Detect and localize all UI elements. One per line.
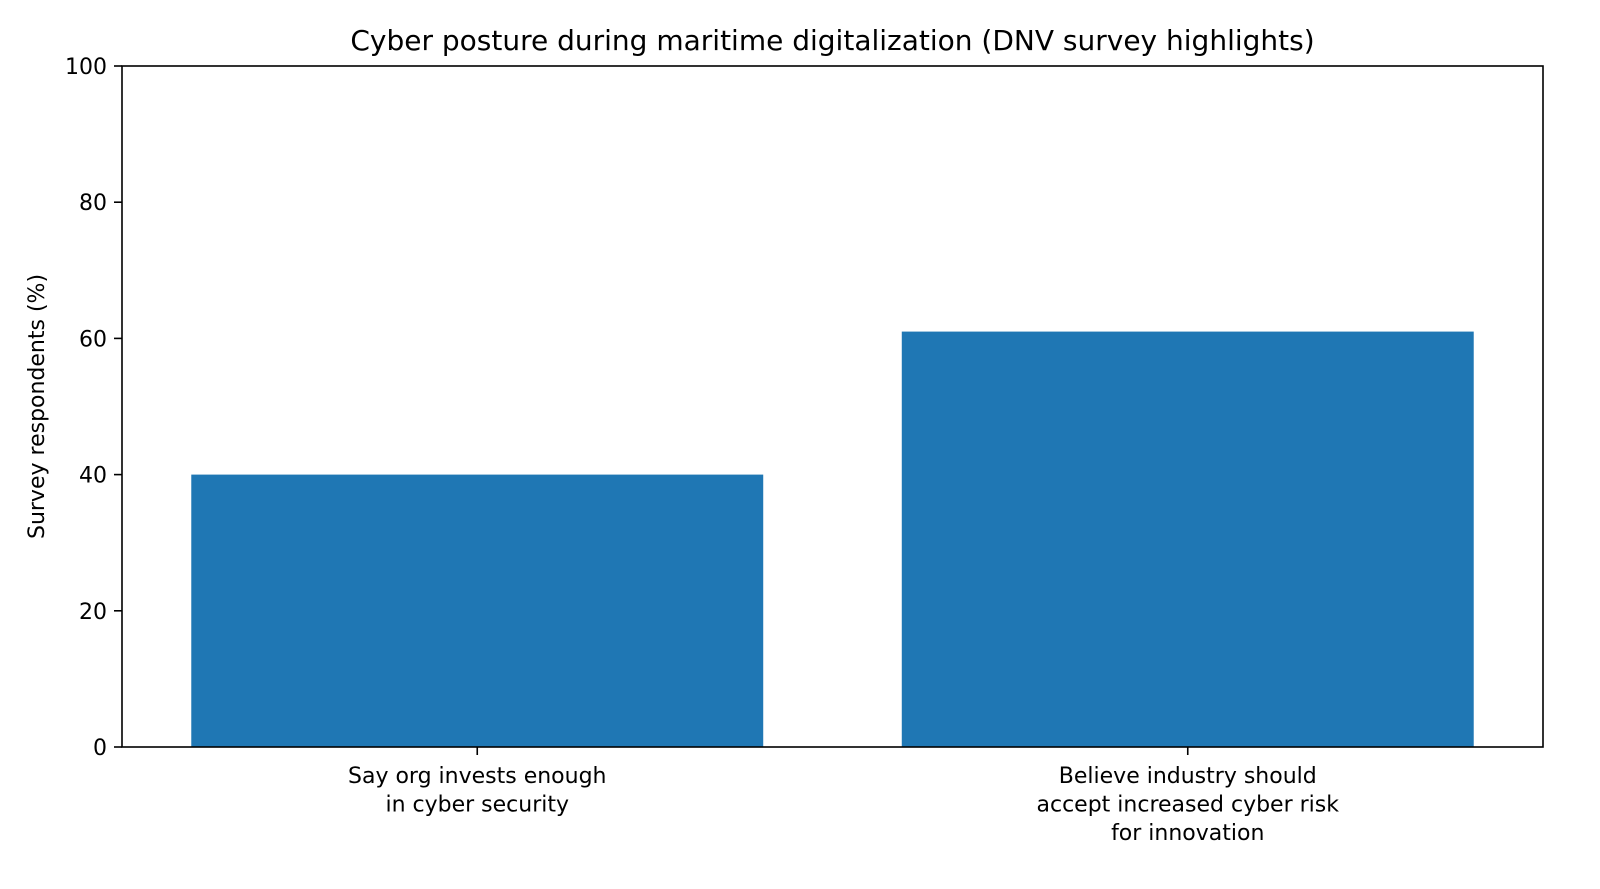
y-tick-label-1: 20 <box>79 600 107 625</box>
plot-frame <box>121 65 1544 748</box>
x-tick-label-line: accept increased cyber risk <box>1037 793 1340 818</box>
bar-1 <box>901 331 1474 747</box>
y-tick-label-3: 60 <box>79 327 107 352</box>
x-tick-label-line: Say org invests enough <box>348 764 606 789</box>
bar-0 <box>191 474 764 747</box>
x-tick-label-line: in cyber security <box>385 793 569 818</box>
chart-title: Cyber posture during maritime digitaliza… <box>350 24 1314 57</box>
x-tick-label-1: Believe industry should accept increased … <box>1037 764 1340 846</box>
x-tick-label-line: for innovation <box>1111 821 1264 846</box>
y-axis: 0 20 40 60 80 100 <box>65 55 122 761</box>
y-tick-label-4: 80 <box>79 191 107 216</box>
x-axis: Say org invests enough in cyber security B… <box>348 747 1339 846</box>
x-tick-label-line: Believe industry should <box>1059 764 1317 789</box>
y-tick-label-0: 0 <box>93 736 107 761</box>
y-tick-label-2: 40 <box>79 464 107 489</box>
y-tick-label-5: 100 <box>65 55 107 80</box>
x-tick-label-0: Say org invests enough in cyber security <box>348 764 606 818</box>
y-axis-label: Survey respondents (%) <box>25 274 50 539</box>
bars-group <box>191 331 1474 747</box>
